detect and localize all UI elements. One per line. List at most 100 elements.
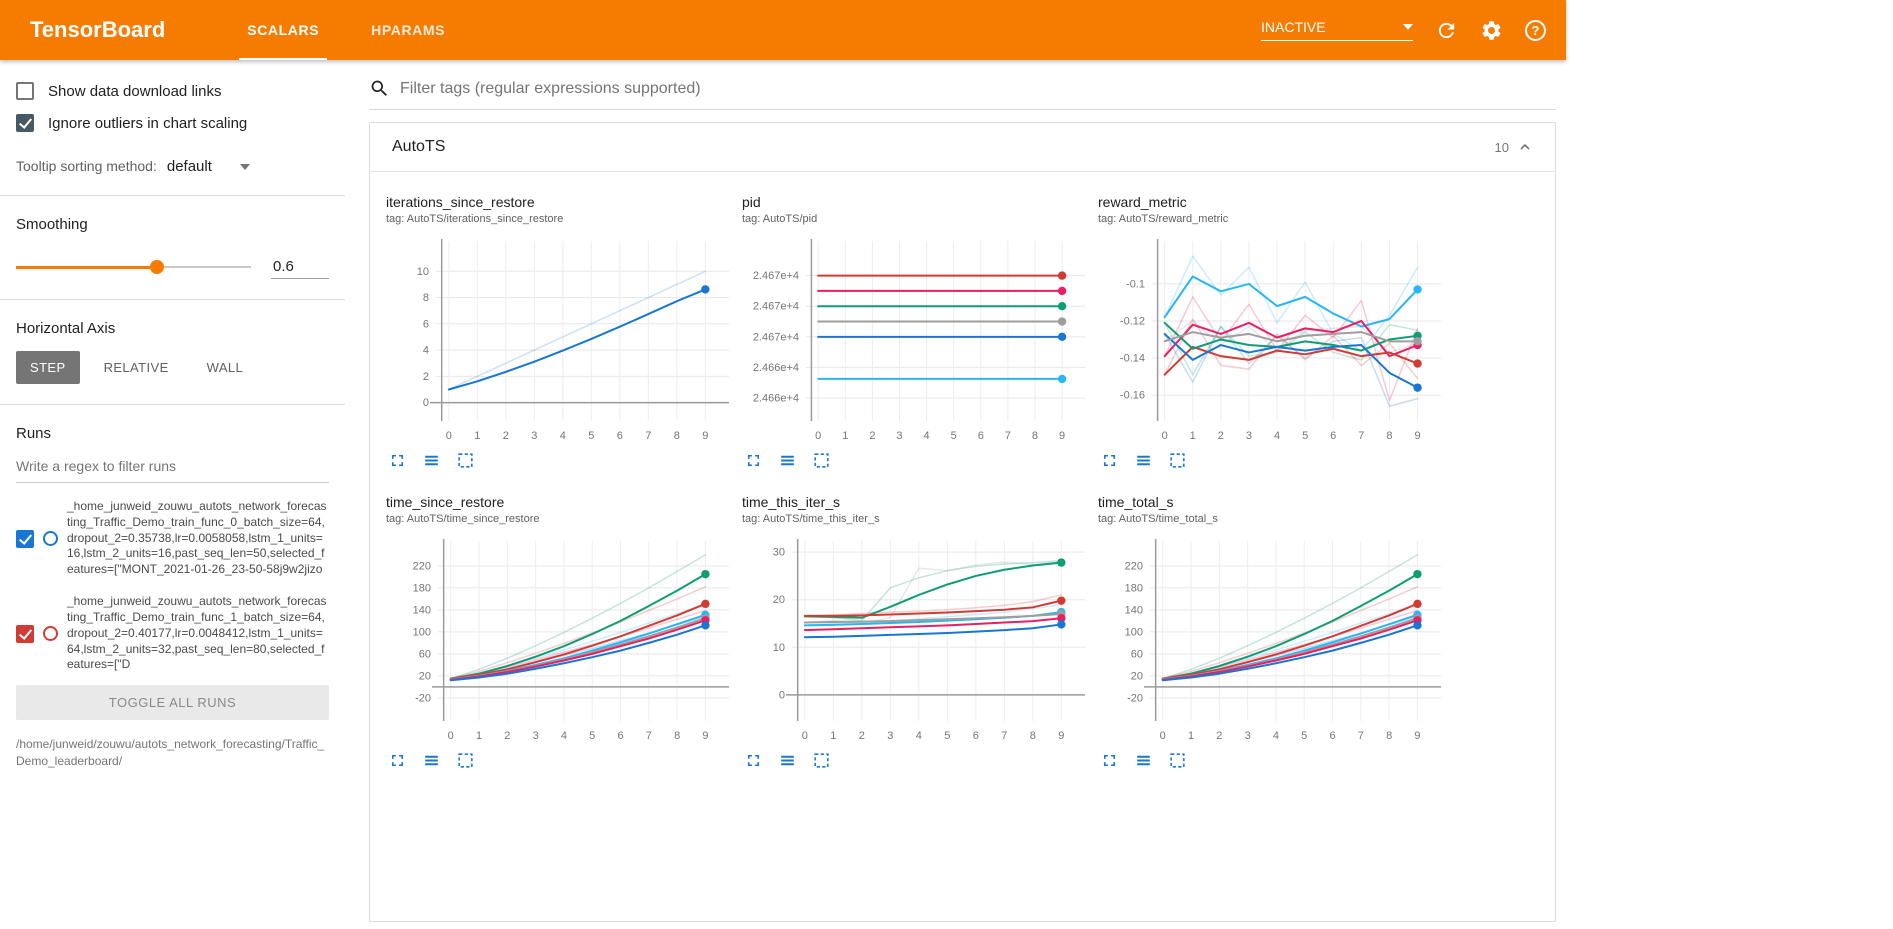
chart-plot[interactable]: 2.467e+4 2.467e+4 2.467e+4 2.466e+4 2.466e+4… [742, 235, 1088, 447]
search-icon [371, 80, 387, 96]
runs-menu-icon[interactable] [1134, 451, 1153, 470]
svg-text:0: 0 [423, 397, 429, 409]
runs-label: Runs [16, 425, 52, 442]
chart-plot[interactable]: -20 20 60 100 140 180 220 0 1 2 3 4 5 6 7 8 9 [1098, 535, 1444, 747]
svg-text:8: 8 [1386, 730, 1392, 742]
svg-text:5: 5 [951, 430, 957, 442]
show-download-links-label: Show data download links [48, 82, 222, 100]
toggle-all-runs-button[interactable]: TOGGLE ALL RUNS [16, 685, 329, 721]
runs-menu-icon[interactable] [778, 751, 797, 770]
runs-menu-icon[interactable] [778, 451, 797, 470]
autots-section-header[interactable]: AutoTS 10 [370, 123, 1555, 172]
section-title: AutoTS [392, 138, 446, 155]
svg-text:6: 6 [1330, 430, 1336, 442]
chart-plot[interactable]: -0.1 -0.12 -0.14 -0.16 0 1 2 3 4 5 6 7 8 9 [1098, 235, 1444, 447]
chart-title: time_total_s [1098, 494, 1174, 510]
chart-toolbar [742, 451, 1088, 470]
svg-text:20: 20 [773, 594, 785, 606]
svg-text:4: 4 [423, 345, 429, 357]
show-download-links-checkbox[interactable]: Show data download links [16, 82, 329, 100]
smoothing-value-input[interactable] [271, 255, 329, 279]
app-header: TensorBoard SCALARS HPARAMS INACTIVE ? [0, 0, 1566, 60]
chart-plot[interactable]: 0 2 4 6 8 10 0 1 2 3 4 5 6 7 8 9 [386, 235, 732, 447]
chart-card-time-this-iter: time_this_iter_s tag: AutoTS/time_this_i… [734, 488, 1090, 774]
svg-text:6: 6 [973, 730, 979, 742]
svg-text:8: 8 [1030, 730, 1036, 742]
runs-menu-icon[interactable] [422, 451, 441, 470]
svg-text:9: 9 [702, 430, 708, 442]
divider [0, 299, 345, 300]
axis-relative-button[interactable]: RELATIVE [90, 351, 183, 384]
tab-hparams[interactable]: HPARAMS [345, 0, 471, 60]
axis-step-button[interactable]: STEP [16, 351, 80, 384]
chart-tag: tag: AutoTS/reward_metric [1098, 213, 1229, 225]
svg-text:1: 1 [474, 430, 480, 442]
tooltip-sorting-dropdown[interactable]: default [167, 158, 250, 175]
status-dropdown[interactable]: INACTIVE [1261, 19, 1413, 41]
svg-text:4: 4 [560, 430, 566, 442]
tooltip-sorting-value: default [166, 158, 212, 175]
chart-toolbar [1098, 751, 1444, 770]
fit-domain-icon[interactable] [456, 451, 475, 470]
axis-wall-button[interactable]: WALL [193, 351, 258, 384]
chart-card-reward-metric: reward_metric tag: AutoTS/reward_metric … [1090, 188, 1446, 474]
svg-text:180: 180 [413, 582, 431, 594]
runs-menu-icon[interactable] [1134, 751, 1153, 770]
expand-icon[interactable] [744, 751, 763, 770]
expand-icon[interactable] [388, 451, 407, 470]
fit-domain-icon[interactable] [1168, 451, 1187, 470]
divider [0, 195, 345, 196]
refresh-icon[interactable] [1435, 19, 1458, 42]
svg-text:4: 4 [916, 730, 922, 742]
chart-plot[interactable]: 0 10 20 30 0 1 2 3 4 5 6 7 8 9 [742, 535, 1088, 747]
runs-menu-icon[interactable] [422, 751, 441, 770]
settings-sidebar: Show data download links Ignore outliers… [0, 60, 345, 929]
svg-text:9: 9 [1059, 430, 1065, 442]
svg-text:5: 5 [589, 730, 595, 742]
run-name: _home_junweid_zouwu_autots_network_forec… [67, 594, 327, 672]
chart-card-time-total: time_total_s tag: AutoTS/time_total_s -2… [1090, 488, 1446, 774]
svg-text:30: 30 [773, 547, 785, 559]
chevron-down-icon [239, 163, 250, 170]
tooltip-sorting-label: Tooltip sorting method: [16, 158, 157, 174]
fit-domain-icon[interactable] [812, 751, 831, 770]
fit-domain-icon[interactable] [1168, 751, 1187, 770]
section-collapse-control[interactable]: 10 [1495, 139, 1533, 155]
runs-regex-input[interactable] [16, 450, 329, 483]
fit-domain-icon[interactable] [812, 451, 831, 470]
run-name: _home_junweid_zouwu_autots_network_forec… [67, 499, 327, 577]
run-checkbox[interactable] [16, 529, 34, 548]
svg-text:8: 8 [1032, 430, 1038, 442]
expand-icon[interactable] [388, 751, 407, 770]
tab-scalars[interactable]: SCALARS [221, 0, 345, 60]
checkbox-checked-icon [16, 114, 34, 132]
expand-icon[interactable] [744, 451, 763, 470]
run-radio[interactable] [43, 626, 58, 642]
checkbox-unchecked-icon [16, 82, 34, 100]
chart-title: reward_metric [1098, 194, 1187, 210]
tag-filter-input[interactable] [400, 79, 1556, 98]
help-icon[interactable]: ? [1525, 19, 1546, 41]
svg-text:3: 3 [1246, 430, 1252, 442]
svg-text:10: 10 [773, 642, 785, 654]
settings-gear-icon[interactable] [1480, 19, 1503, 42]
ignore-outliers-checkbox[interactable]: Ignore outliers in chart scaling [16, 114, 329, 132]
run-radio[interactable] [43, 531, 58, 547]
slider-thumb[interactable] [150, 260, 164, 274]
expand-icon[interactable] [1100, 451, 1119, 470]
content: Show data download links Ignore outliers… [0, 60, 1566, 929]
svg-text:2.467e+4: 2.467e+4 [753, 301, 799, 313]
chart-tag: tag: AutoTS/pid [742, 213, 818, 225]
header-tabs: SCALARS HPARAMS [221, 0, 471, 60]
expand-icon[interactable] [1100, 751, 1119, 770]
smoothing-slider[interactable] [16, 260, 251, 274]
fit-domain-icon[interactable] [456, 751, 475, 770]
svg-text:7: 7 [1005, 430, 1011, 442]
chart-plot[interactable]: -20 20 60 100 140 180 220 0 1 2 3 4 5 6 7 8 9 [386, 535, 732, 747]
svg-text:7: 7 [1358, 730, 1364, 742]
svg-text:0: 0 [446, 430, 452, 442]
svg-text:0: 0 [802, 730, 808, 742]
svg-text:1: 1 [476, 730, 482, 742]
run-checkbox[interactable] [16, 624, 34, 643]
svg-text:6: 6 [617, 730, 623, 742]
